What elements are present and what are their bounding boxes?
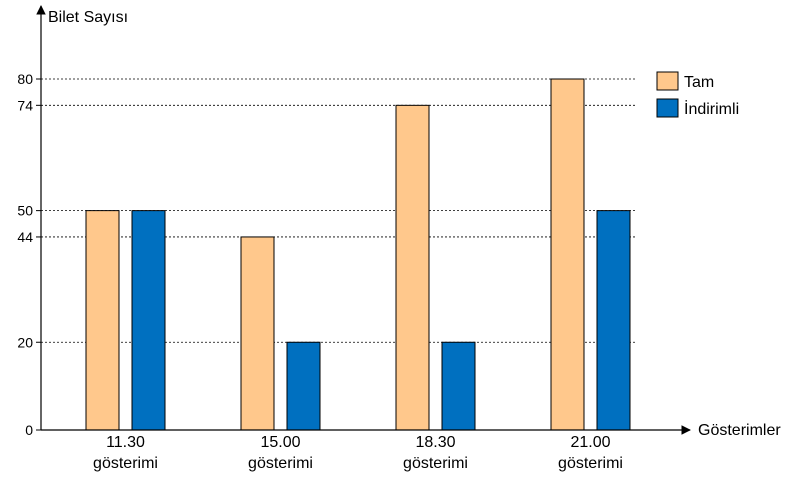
bar-indirimli bbox=[441, 341, 476, 431]
y-tick-labels: 0 20 44 50 74 80 bbox=[17, 71, 41, 438]
y-tick-label: 20 bbox=[17, 334, 33, 350]
legend-label: Tam bbox=[684, 74, 714, 91]
category-label: 21.00 bbox=[570, 434, 610, 451]
category-label: gösterimi bbox=[93, 455, 158, 472]
bars bbox=[85, 78, 631, 431]
x-axis-label: Gösterimler bbox=[698, 422, 781, 439]
category-label: gösterimi bbox=[558, 455, 623, 472]
bar-indirimli bbox=[131, 210, 166, 431]
category-labels: 11.30 gösterimi 15.00 gösterimi 18.30 gösteri… bbox=[93, 434, 623, 472]
y-tick-label: 0 bbox=[25, 422, 33, 438]
y-tick-label: 44 bbox=[17, 229, 33, 245]
legend-swatch bbox=[656, 71, 679, 91]
y-tick-label: 74 bbox=[17, 97, 33, 113]
legend-swatch bbox=[656, 98, 679, 118]
y-tick-label: 50 bbox=[17, 203, 33, 219]
legend-label: İndirimli bbox=[684, 99, 739, 118]
category-label: 15.00 bbox=[260, 434, 300, 451]
bar-tam bbox=[550, 78, 585, 431]
y-axis-label: Bilet Sayısı bbox=[48, 9, 128, 26]
bar-tam bbox=[85, 210, 120, 431]
bar-indirimli bbox=[596, 210, 631, 431]
bar-tam bbox=[240, 236, 275, 431]
category-label: 11.30 bbox=[106, 434, 145, 451]
gridlines bbox=[41, 78, 636, 343]
bar-tam bbox=[395, 104, 430, 431]
category-label: gösterimi bbox=[403, 455, 468, 472]
legend: Tam İndirimli bbox=[656, 71, 739, 118]
bar-indirimli bbox=[286, 341, 321, 431]
category-label: 18.30 bbox=[415, 434, 455, 451]
y-tick-label: 80 bbox=[17, 71, 33, 87]
category-label: gösterimi bbox=[248, 455, 313, 472]
